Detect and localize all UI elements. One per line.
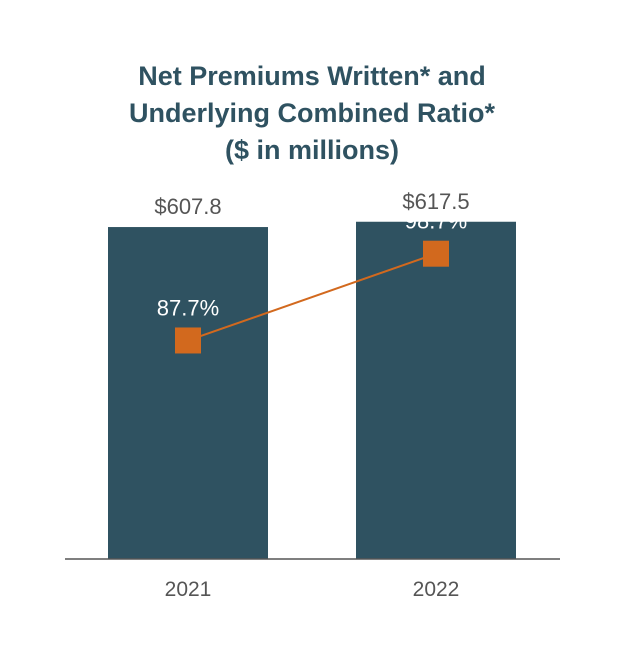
ratio-marker-2022 bbox=[423, 240, 449, 267]
bar-value-label-2022: $617.5 bbox=[402, 189, 469, 214]
ratio-marker-2021 bbox=[175, 327, 201, 354]
bar-2021 bbox=[108, 227, 268, 559]
ratio-value-label-2022: 98.7% bbox=[405, 209, 467, 234]
chart-title-line-1: Net Premiums Written* and bbox=[138, 61, 486, 91]
chart-title: Net Premiums Written* and Underlying Com… bbox=[0, 58, 624, 169]
chart-title-line-3: ($ in millions) bbox=[224, 135, 399, 165]
bar-2022 bbox=[356, 221, 516, 559]
ratio-value-label-2021: 87.7% bbox=[157, 295, 219, 320]
chart-title-line-2: Underlying Combined Ratio* bbox=[128, 98, 496, 128]
ratio-line bbox=[187, 252, 437, 342]
bar-value-label-2021: $607.8 bbox=[154, 194, 221, 219]
x-tick-label-2021: 2021 bbox=[165, 578, 212, 601]
x-tick-label-2022: 2022 bbox=[413, 578, 460, 601]
